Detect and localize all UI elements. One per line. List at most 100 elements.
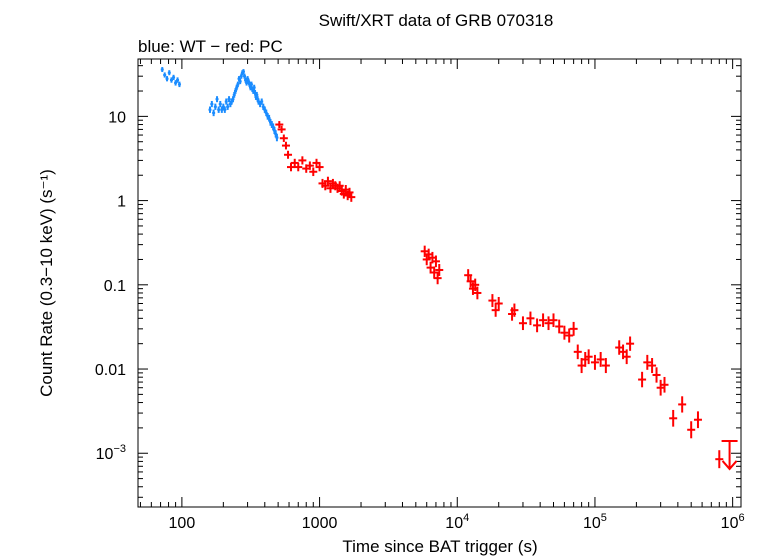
data-point	[232, 91, 236, 98]
data-point	[321, 181, 330, 191]
data-point	[169, 77, 173, 83]
data-series	[160, 67, 738, 471]
data-point	[249, 81, 253, 88]
data-point	[286, 162, 295, 172]
data-point	[510, 303, 519, 317]
data-point	[226, 103, 230, 110]
data-point	[160, 67, 164, 72]
data-point	[235, 84, 239, 91]
data-point	[473, 286, 482, 300]
y-tick-labels: 10−3 0.01 0.1 1 10	[95, 109, 126, 463]
data-point	[298, 156, 307, 165]
data-point	[433, 272, 442, 285]
data-point	[656, 379, 665, 396]
data-point	[167, 70, 171, 76]
data-point	[678, 396, 687, 413]
data-point	[518, 316, 527, 331]
data-point	[277, 125, 286, 133]
data-point	[231, 96, 235, 103]
data-point	[165, 76, 169, 82]
data-point	[326, 183, 335, 193]
data-point	[652, 367, 661, 383]
x-tick-label: 100	[169, 515, 196, 532]
data-point	[271, 123, 275, 131]
y-tick-label: 0.1	[104, 278, 126, 295]
data-point	[260, 98, 264, 105]
data-point	[275, 121, 284, 128]
x-tick-label: 104	[445, 512, 469, 532]
data-point	[217, 106, 221, 113]
chart-title: Swift/XRT data of GRB 070318	[319, 11, 554, 30]
data-point	[569, 321, 578, 336]
data-point	[233, 88, 237, 94]
data-point	[335, 181, 344, 191]
data-point	[626, 336, 635, 351]
upper-limit-head	[721, 460, 738, 471]
data-point	[555, 319, 564, 334]
data-point	[622, 349, 631, 365]
data-point	[309, 167, 318, 177]
data-point	[224, 98, 228, 105]
data-point	[544, 316, 553, 331]
data-point	[274, 130, 278, 138]
data-point	[435, 264, 444, 276]
series-pc	[275, 121, 724, 469]
data-point	[533, 318, 542, 333]
data-point	[491, 303, 500, 317]
data-point	[687, 421, 696, 439]
data-point	[648, 358, 657, 374]
x-tick-label: 1000	[302, 515, 338, 532]
data-point	[431, 255, 440, 268]
data-point	[227, 96, 231, 103]
data-point	[573, 344, 582, 360]
data-point	[238, 78, 242, 85]
data-point	[590, 354, 599, 370]
data-point	[213, 103, 217, 110]
data-point	[172, 74, 176, 81]
data-point	[560, 325, 569, 340]
data-point	[596, 352, 605, 367]
y-tick-label: 0.01	[95, 362, 126, 379]
data-point	[279, 134, 288, 142]
data-point	[584, 349, 593, 365]
x-tick-labels: 100 1000 104 105 106	[169, 512, 745, 532]
data-point	[244, 77, 248, 83]
data-point	[526, 311, 535, 326]
data-point	[243, 73, 247, 79]
x-tick-label: 105	[583, 512, 607, 532]
x-tick-label: 106	[721, 512, 745, 532]
data-point	[601, 358, 610, 374]
data-point	[539, 313, 548, 327]
data-point	[275, 133, 279, 142]
y-tick-label: 10	[108, 109, 126, 126]
data-point	[471, 278, 480, 292]
data-point	[284, 150, 293, 159]
data-point	[660, 376, 669, 393]
data-point	[236, 81, 240, 88]
data-point	[239, 73, 243, 79]
y-axis-title: Count Rate (0.3−10 keV) (s⁻¹)	[37, 169, 56, 397]
data-point	[565, 328, 574, 343]
data-point	[488, 294, 497, 308]
data-point	[347, 192, 356, 202]
data-point	[305, 161, 314, 170]
data-point	[215, 96, 219, 103]
data-point	[643, 354, 652, 370]
axis-ticks	[138, 59, 741, 507]
data-point	[323, 176, 332, 186]
plot-frame	[137, 58, 742, 508]
data-point	[281, 141, 290, 150]
data-point	[241, 69, 245, 75]
data-point	[693, 411, 702, 429]
data-point	[218, 100, 222, 108]
data-point	[163, 72, 167, 78]
data-point	[212, 109, 216, 117]
series-wt	[160, 67, 279, 142]
chart-subtitle: blue: WT − red: PC	[138, 37, 283, 56]
upper-limit-arrow	[721, 439, 738, 471]
data-point	[208, 106, 212, 113]
data-point	[549, 313, 558, 327]
data-point	[264, 109, 268, 117]
x-axis-title: Time since BAT trigger (s)	[342, 537, 537, 556]
data-point	[176, 77, 180, 83]
